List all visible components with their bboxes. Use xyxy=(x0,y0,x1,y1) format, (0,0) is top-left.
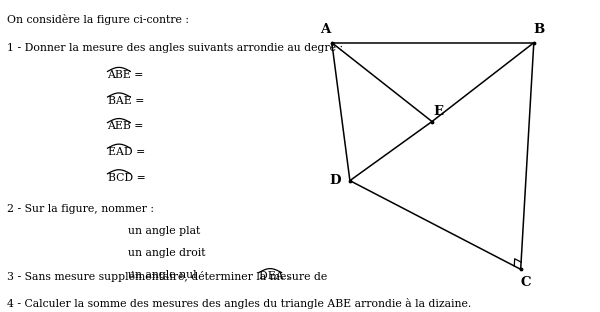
Text: D: D xyxy=(329,174,341,187)
Text: E: E xyxy=(433,105,443,118)
Text: B: B xyxy=(533,23,544,36)
Text: BCD =: BCD = xyxy=(107,173,145,183)
Text: un angle droit: un angle droit xyxy=(128,248,205,258)
Text: un angle nul: un angle nul xyxy=(128,270,196,280)
Text: un angle plat: un angle plat xyxy=(128,226,200,236)
Text: On considère la figure ci-contre :: On considère la figure ci-contre : xyxy=(7,14,189,25)
Text: ABE =: ABE = xyxy=(107,70,144,80)
Text: C: C xyxy=(520,276,531,289)
Text: BAE =: BAE = xyxy=(107,96,144,106)
Text: 3 - Sans mesure supplémentaire, déterminer la mesure de: 3 - Sans mesure supplémentaire, détermin… xyxy=(7,271,327,282)
Text: 1 - Donner la mesure des angles suivants arrondie au degré :: 1 - Donner la mesure des angles suivants… xyxy=(7,42,343,53)
Text: DEA .: DEA . xyxy=(259,271,290,281)
Text: AEB =: AEB = xyxy=(107,121,144,131)
Text: A: A xyxy=(320,23,331,36)
Text: 2 - Sur la figure, nommer :: 2 - Sur la figure, nommer : xyxy=(7,204,154,214)
Text: EAD =: EAD = xyxy=(107,147,145,157)
Text: 4 - Calculer la somme des mesures des angles du triangle ABE arrondie à la dizai: 4 - Calculer la somme des mesures des an… xyxy=(7,298,471,309)
